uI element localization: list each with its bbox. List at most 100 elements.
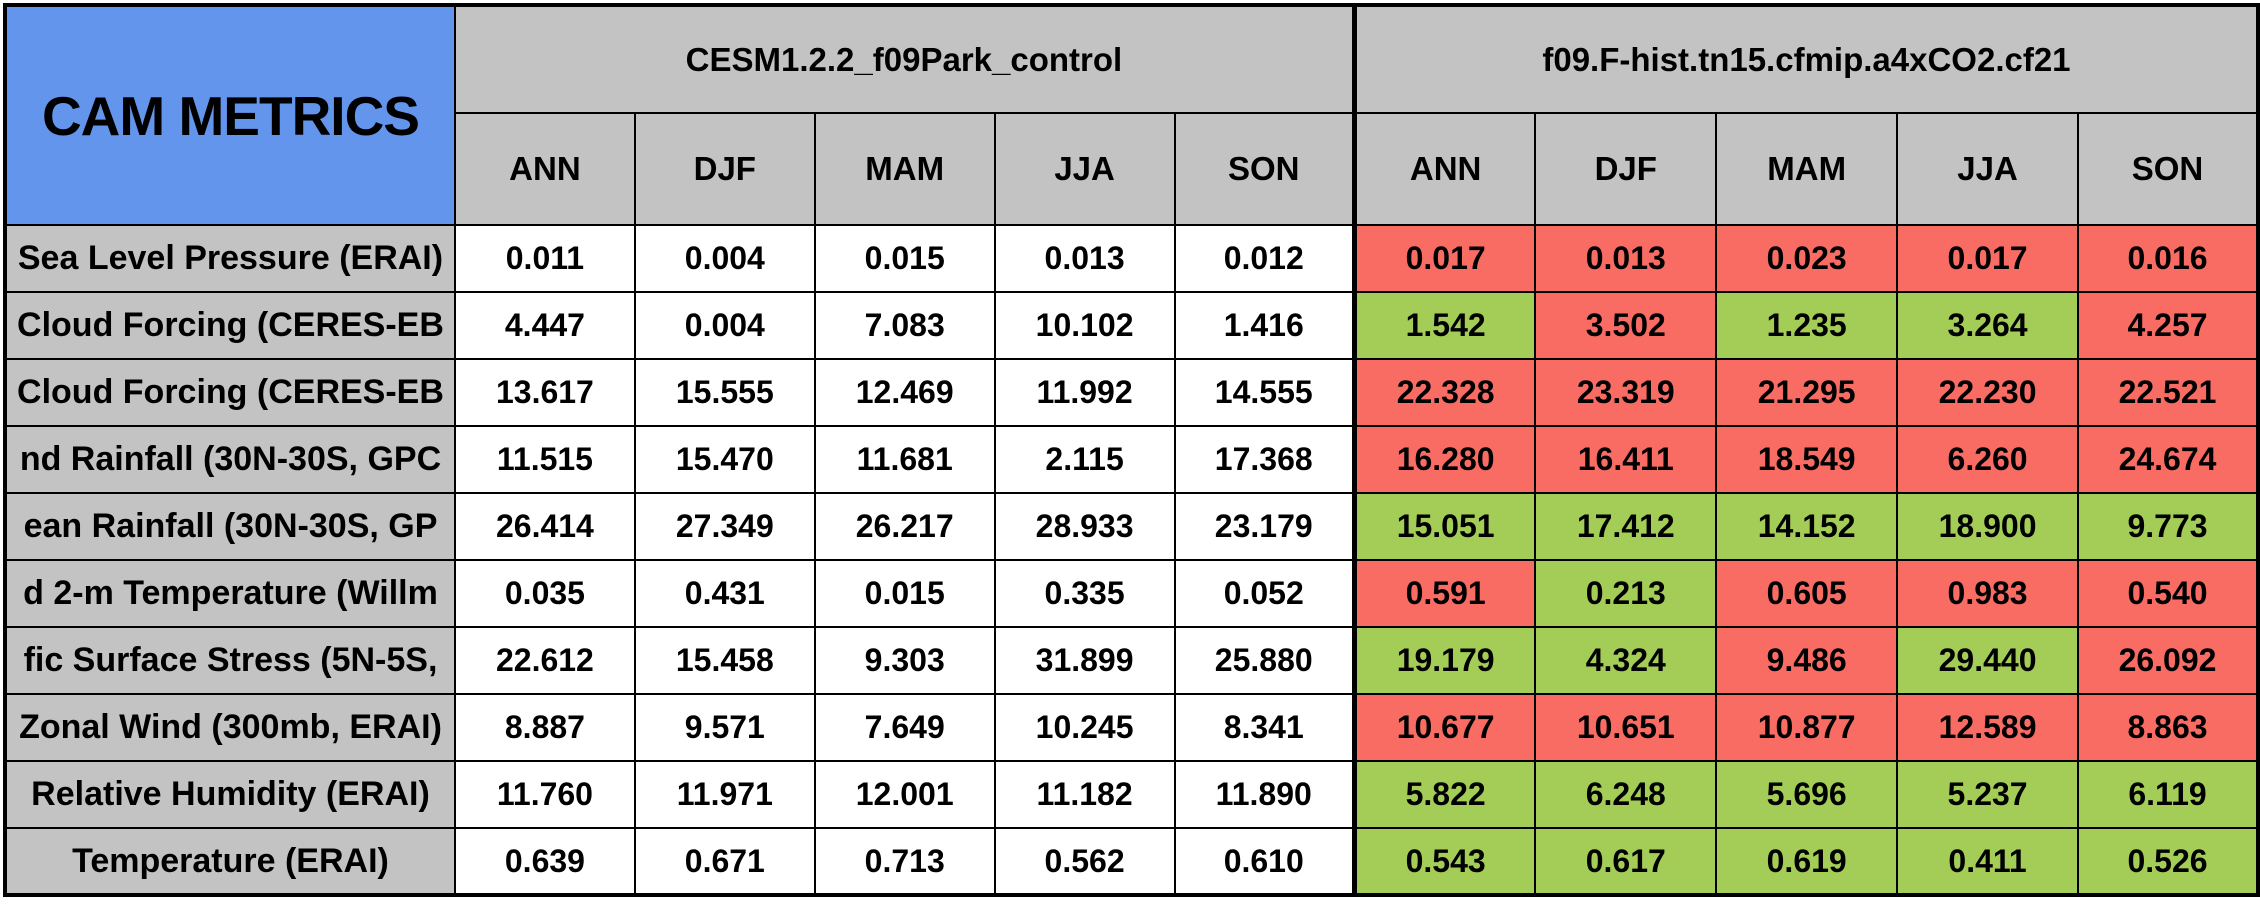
metric-value-cell: 0.591 — [1351, 559, 1537, 628]
metric-value-cell: 17.368 — [1173, 425, 1356, 494]
metric-value-cell: 0.035 — [453, 559, 636, 628]
model-header-experiment: f09.F-hist.tn15.cfmip.a4xCO2.cf21 — [1351, 4, 2259, 114]
metric-value-cell: 10.677 — [1351, 693, 1537, 762]
metric-value-cell: 0.639 — [453, 827, 636, 896]
metric-value-cell: 17.412 — [1534, 492, 1718, 561]
metric-value-cell: 11.515 — [453, 425, 636, 494]
metric-value-cell: 0.335 — [993, 559, 1176, 628]
metric-row-label: Cloud Forcing (CERES-EB — [4, 358, 456, 427]
table-row: Sea Level Pressure (ERAI) 0.011 0.004 0.… — [4, 224, 2259, 293]
metric-row-label: ean Rainfall (30N-30S, GP — [4, 492, 456, 561]
metric-row-label: Relative Humidity (ERAI) — [4, 760, 456, 829]
metric-value-cell: 16.411 — [1534, 425, 1718, 494]
season-header-son: SON — [2077, 112, 2259, 226]
season-header-son: SON — [1173, 112, 1356, 226]
metric-value-cell: 1.416 — [1173, 291, 1356, 360]
metric-value-cell: 8.341 — [1173, 693, 1356, 762]
metric-value-cell: 0.013 — [993, 224, 1176, 293]
metric-row-label: Sea Level Pressure (ERAI) — [4, 224, 456, 293]
metric-value-cell: 0.526 — [2077, 827, 2259, 896]
metric-value-cell: 0.540 — [2077, 559, 2259, 628]
table-row: Cloud Forcing (CERES-EB 13.617 15.555 12… — [4, 358, 2259, 427]
metric-value-cell: 18.900 — [1896, 492, 2079, 561]
metric-value-cell: 0.617 — [1534, 827, 1718, 896]
metric-value-cell: 11.971 — [633, 760, 816, 829]
metric-value-cell: 3.264 — [1896, 291, 2079, 360]
metric-value-cell: 29.440 — [1896, 626, 2079, 695]
metric-value-cell: 12.001 — [813, 760, 996, 829]
cam-metrics-table-wrap: CAM METRICS CESM1.2.2_f09Park_control f0… — [3, 3, 2260, 897]
metric-value-cell: 4.447 — [453, 291, 636, 360]
metric-value-cell: 15.458 — [633, 626, 816, 695]
metric-value-cell: 7.083 — [813, 291, 996, 360]
metric-value-cell: 11.182 — [993, 760, 1176, 829]
season-header-ann: ANN — [1351, 112, 1537, 226]
season-header-row: ANN DJF MAM JJA SON ANN DJF MAM JJA SON — [5, 112, 2259, 226]
metric-value-cell: 11.760 — [453, 760, 636, 829]
metric-value-cell: 11.890 — [1173, 760, 1356, 829]
metric-value-cell: 0.052 — [1173, 559, 1356, 628]
season-header-jja: JJA — [1896, 112, 2079, 226]
metric-value-cell: 4.324 — [1534, 626, 1718, 695]
metric-value-cell: 0.431 — [633, 559, 816, 628]
metric-value-cell: 4.257 — [2077, 291, 2259, 360]
metric-value-cell: 3.502 — [1534, 291, 1718, 360]
table-row: nd Rainfall (30N-30S, GPC 11.515 15.470 … — [4, 425, 2259, 494]
metric-row-label: Temperature (ERAI) — [4, 827, 456, 896]
metric-value-cell: 26.414 — [453, 492, 636, 561]
metric-value-cell: 0.012 — [1173, 224, 1356, 293]
metric-value-cell: 0.015 — [813, 224, 996, 293]
metric-value-cell: 0.562 — [993, 827, 1176, 896]
model-header-control: CESM1.2.2_f09Park_control — [453, 4, 1356, 114]
metric-value-cell: 9.486 — [1715, 626, 1899, 695]
metric-value-cell: 6.119 — [2077, 760, 2259, 829]
metric-value-cell: 0.011 — [453, 224, 636, 293]
metric-value-cell: 31.899 — [993, 626, 1176, 695]
metric-value-cell: 24.674 — [2077, 425, 2259, 494]
metric-value-cell: 6.260 — [1896, 425, 2079, 494]
metric-value-cell: 8.887 — [453, 693, 636, 762]
metric-value-cell: 2.115 — [993, 425, 1176, 494]
metric-value-cell: 0.004 — [633, 291, 816, 360]
metric-row-label: d 2-m Temperature (Willm — [4, 559, 456, 628]
metric-value-cell: 11.681 — [813, 425, 996, 494]
metric-value-cell: 18.549 — [1715, 425, 1899, 494]
metric-value-cell: 9.303 — [813, 626, 996, 695]
metric-value-cell: 1.235 — [1715, 291, 1899, 360]
table-row: d 2-m Temperature (Willm 0.035 0.431 0.0… — [4, 559, 2259, 628]
metric-value-cell: 21.295 — [1715, 358, 1899, 427]
metric-value-cell: 0.016 — [2077, 224, 2259, 293]
metric-value-cell: 23.319 — [1534, 358, 1718, 427]
metric-value-cell: 15.051 — [1351, 492, 1537, 561]
metric-value-cell: 0.983 — [1896, 559, 2079, 628]
table-row: Zonal Wind (300mb, ERAI) 8.887 9.571 7.6… — [4, 693, 2259, 762]
metric-value-cell: 0.610 — [1173, 827, 1356, 896]
metric-value-cell: 0.213 — [1534, 559, 1718, 628]
metric-value-cell: 22.328 — [1351, 358, 1537, 427]
table-row: Relative Humidity (ERAI) 11.760 11.971 1… — [4, 760, 2259, 829]
metric-value-cell: 27.349 — [633, 492, 816, 561]
table-title-cell: CAM METRICS — [4, 4, 456, 226]
metric-value-cell: 0.015 — [813, 559, 996, 628]
season-header-djf: DJF — [633, 112, 816, 226]
season-header-mam: MAM — [1715, 112, 1899, 226]
metric-value-cell: 5.696 — [1715, 760, 1899, 829]
metric-value-cell: 22.230 — [1896, 358, 2079, 427]
metric-value-cell: 11.992 — [993, 358, 1176, 427]
metric-value-cell: 0.713 — [813, 827, 996, 896]
season-header-mam: MAM — [813, 112, 996, 226]
table-row: ean Rainfall (30N-30S, GP 26.414 27.349 … — [4, 492, 2259, 561]
metric-row-label: Cloud Forcing (CERES-EB — [4, 291, 456, 360]
cam-metrics-table: CAM METRICS CESM1.2.2_f09Park_control f0… — [3, 3, 2260, 897]
metric-value-cell: 12.589 — [1896, 693, 2079, 762]
metric-value-cell: 10.245 — [993, 693, 1176, 762]
metric-row-label: fic Surface Stress (5N-5S, — [4, 626, 456, 695]
metric-value-cell: 14.555 — [1173, 358, 1356, 427]
metric-value-cell: 16.280 — [1351, 425, 1537, 494]
season-header-jja: JJA — [993, 112, 1176, 226]
metric-row-label: nd Rainfall (30N-30S, GPC — [4, 425, 456, 494]
metric-value-cell: 9.773 — [2077, 492, 2259, 561]
metric-value-cell: 12.469 — [813, 358, 996, 427]
metric-value-cell: 10.102 — [993, 291, 1176, 360]
metric-value-cell: 19.179 — [1351, 626, 1537, 695]
